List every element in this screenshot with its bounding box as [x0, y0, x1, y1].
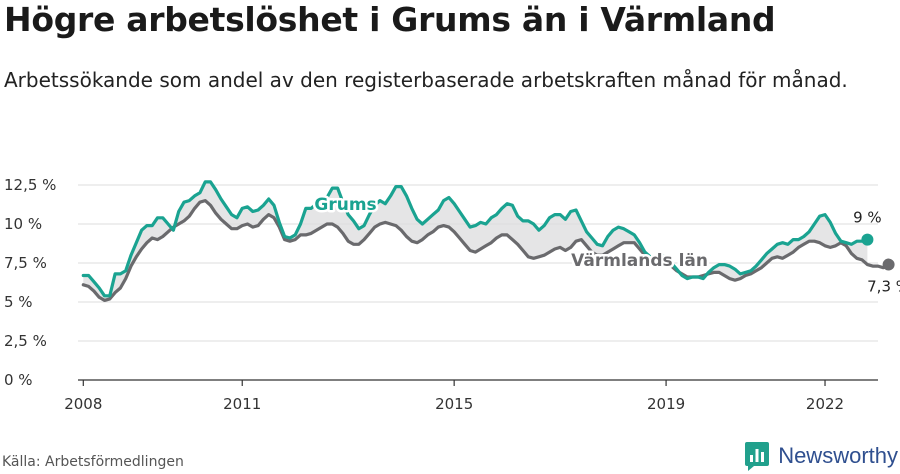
- brand-logo[interactable]: Newsworthy: [744, 441, 898, 471]
- x-tick-label: 2022: [806, 395, 844, 413]
- series-lines: [81, 180, 895, 302]
- series-label-grums: Grums: [314, 195, 376, 215]
- x-tick-label: 2008: [64, 395, 102, 413]
- y-tick-label: 0 %: [4, 371, 33, 389]
- end-point-varmland: [882, 258, 895, 271]
- series-label-grums-halo: Grums: [314, 195, 376, 215]
- x-tick-label: 2011: [223, 395, 261, 413]
- x-tick-label: 2019: [647, 395, 685, 413]
- end-label-varmland: 7,3 %: [867, 278, 900, 296]
- y-tick-label: 12,5 %: [4, 176, 56, 194]
- source-note: Källa: Arbetsförmedlingen: [2, 454, 184, 470]
- y-axis-labels: 0 % 2,5 % 5 % 7,5 % 10 % 12,5 %: [4, 176, 56, 389]
- end-point-grums: [861, 233, 874, 246]
- x-tick-label: 2015: [435, 395, 473, 413]
- series-line-varmland: [81, 199, 891, 302]
- difference-band: [83, 181, 868, 301]
- chart-title: Högre arbetslöshet i Grums än i Värmland: [4, 0, 776, 39]
- bar-chart-logo-icon: [745, 442, 770, 471]
- series-label-varmland: Värmlands län: [571, 251, 708, 271]
- difference-fill: [83, 181, 868, 301]
- y-tick-label: 5 %: [4, 293, 33, 311]
- y-tick-label: 10 %: [4, 215, 42, 233]
- brand-name: Newsworthy: [778, 443, 898, 468]
- x-axis: 2008 2011 2015 2019 2022: [64, 379, 878, 413]
- y-tick-label: 2,5 %: [4, 332, 47, 350]
- end-label-grums: 9 %: [853, 209, 882, 227]
- series-line-grums: [81, 180, 870, 298]
- y-tick-label: 7,5 %: [4, 254, 47, 272]
- chart-subtitle: Arbetssökande som andel av den registerb…: [4, 68, 848, 92]
- series-label-varmland-halo: Värmlands län: [571, 251, 708, 271]
